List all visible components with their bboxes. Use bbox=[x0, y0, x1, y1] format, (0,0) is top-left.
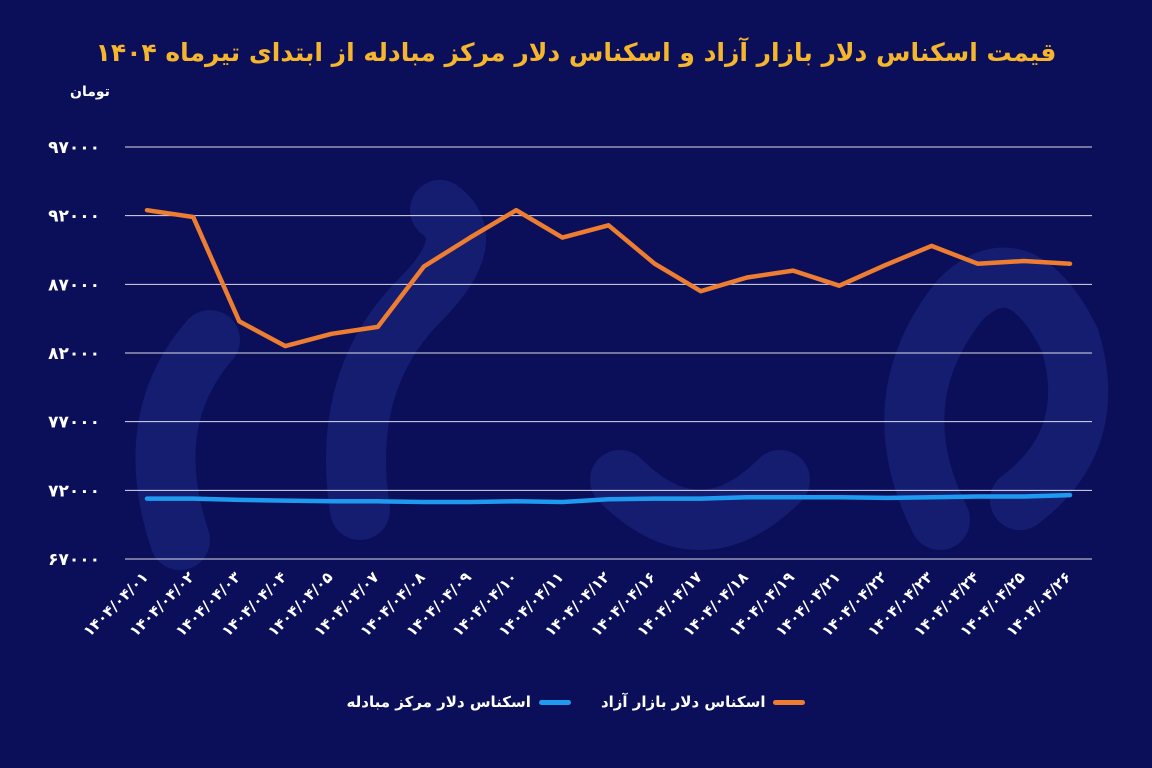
y-tick-label: ۹۷۰۰۰ bbox=[48, 138, 100, 158]
x-axis-ticks: ۱۴۰۴/۰۴/۰۱۱۴۰۴/۰۴/۰۲۱۴۰۴/۰۴/۰۳۱۴۰۴/۰۴/۰۴… bbox=[80, 568, 1075, 640]
y-axis-ticks: ۹۷۰۰۰ ۹۲۰۰۰ ۸۷۰۰۰ ۸۲۰۰۰ ۷۷۰۰۰ ۷۲۰۰۰ ۶۷۰۰۰ bbox=[48, 138, 100, 570]
y-tick-label: ۸۷۰۰۰ bbox=[48, 275, 100, 295]
legend-swatch-exchange-center bbox=[538, 699, 571, 705]
y-tick-label: ۸۲۰۰۰ bbox=[48, 344, 100, 364]
grid-lines bbox=[125, 146, 1092, 560]
series-line-exchange-center bbox=[144, 492, 1073, 505]
y-tick-label: ۷۲۰۰۰ bbox=[48, 481, 100, 501]
y-tick-label: ۷۷۰۰۰ bbox=[48, 413, 100, 433]
series-lines bbox=[144, 207, 1073, 505]
legend-label-free-market: اسکناس دلار بازار آزاد bbox=[600, 693, 766, 711]
legend-label-exchange-center: اسکناس دلار مرکز مبادله bbox=[346, 693, 531, 711]
series-line-free-market bbox=[144, 207, 1073, 349]
y-axis-unit-label: تومان bbox=[70, 84, 110, 100]
legend-item-free-market: اسکناس دلار بازار آزاد bbox=[601, 693, 806, 711]
legend-item-exchange-center: اسکناس دلار مرکز مبادله bbox=[347, 693, 571, 711]
chart-title: قیمت اسکناس دلار بازار آزاد و اسکناس دلا… bbox=[95, 38, 1057, 67]
legend-swatch-free-market bbox=[773, 699, 806, 705]
legend: اسکناس دلار بازار آزاد اسکناس دلار مرکز … bbox=[0, 693, 1152, 711]
y-tick-label: ۹۲۰۰۰ bbox=[48, 207, 100, 227]
y-tick-label: ۶۷۰۰۰ bbox=[48, 550, 100, 570]
